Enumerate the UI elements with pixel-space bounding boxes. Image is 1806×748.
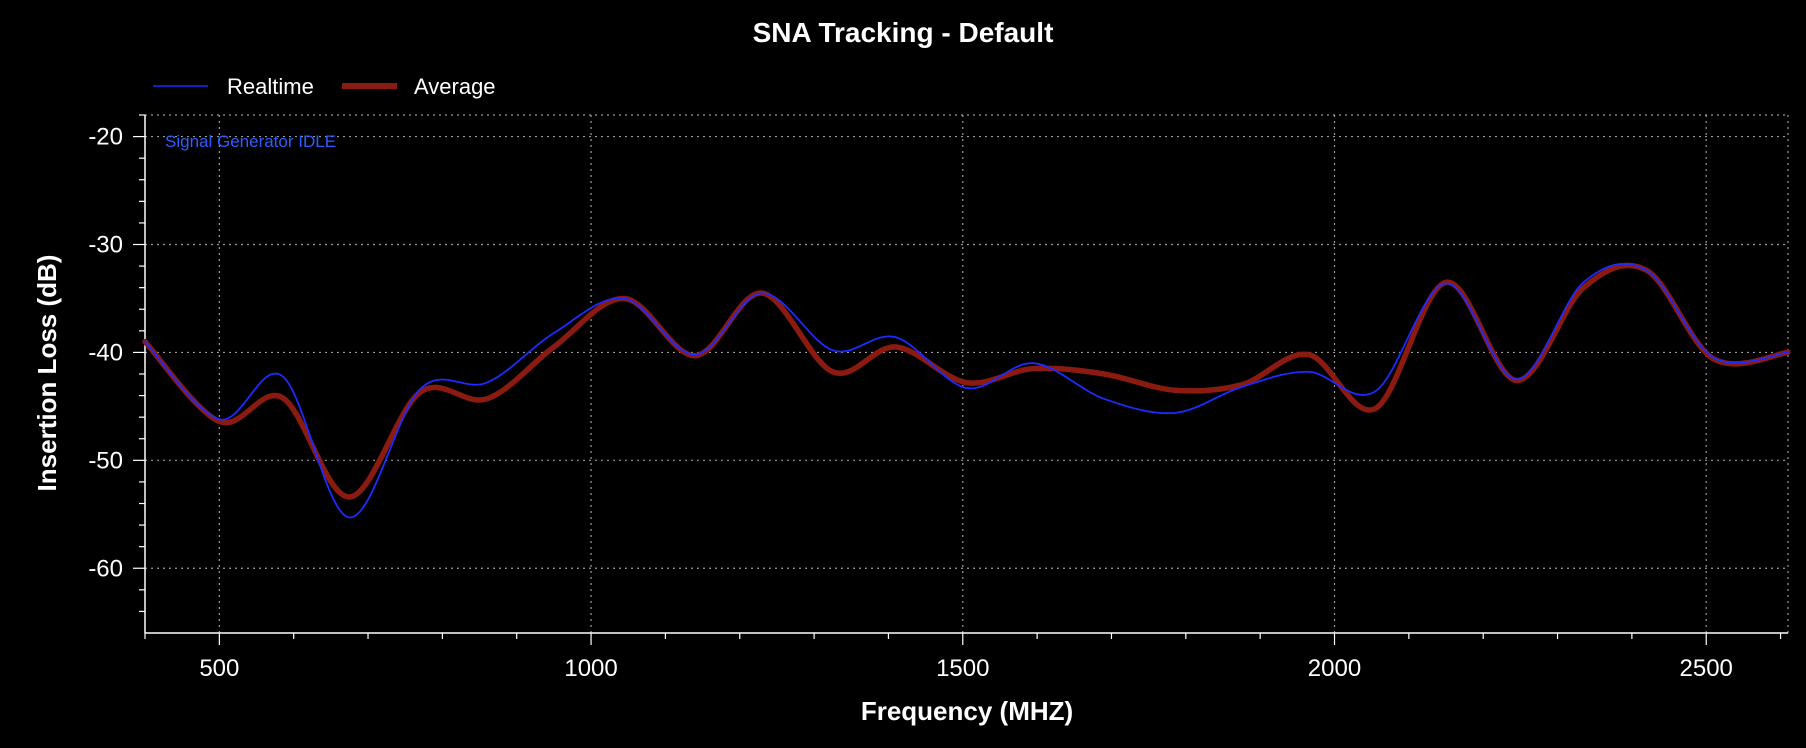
plot-series [142,262,1791,519]
plot-axes [133,114,1788,645]
x-tick-label: 1000 [564,655,617,682]
y-tick-label: -50 [88,447,123,474]
plot-tick-labels: 500 1000 1500 2000 2500 -20 -30 -40 -50 -60 [88,124,1733,682]
plot-grid [145,114,1789,633]
y-tick-label: -20 [88,124,123,151]
x-tick-label: 2500 [1680,655,1733,682]
series-realtime-line [144,262,1789,519]
y-tick-label: -60 [88,555,123,582]
status-annotation: Signal Generator IDLE [165,132,336,151]
y-axis-title: Insertion Loss (dB) [32,255,62,492]
legend-label-realtime: Realtime [227,74,314,99]
x-tick-label: 1500 [936,655,989,682]
legend-label-average: Average [414,74,496,99]
y-tick-label: -40 [88,339,123,366]
chart-title: SNA Tracking - Default [753,17,1054,48]
y-tick-label: -30 [88,232,123,259]
x-tick-label: 2000 [1308,655,1361,682]
x-tick-label: 500 [199,655,239,682]
legend: Realtime Average [153,74,496,99]
x-axis-title: Frequency (MHZ) [861,696,1073,726]
